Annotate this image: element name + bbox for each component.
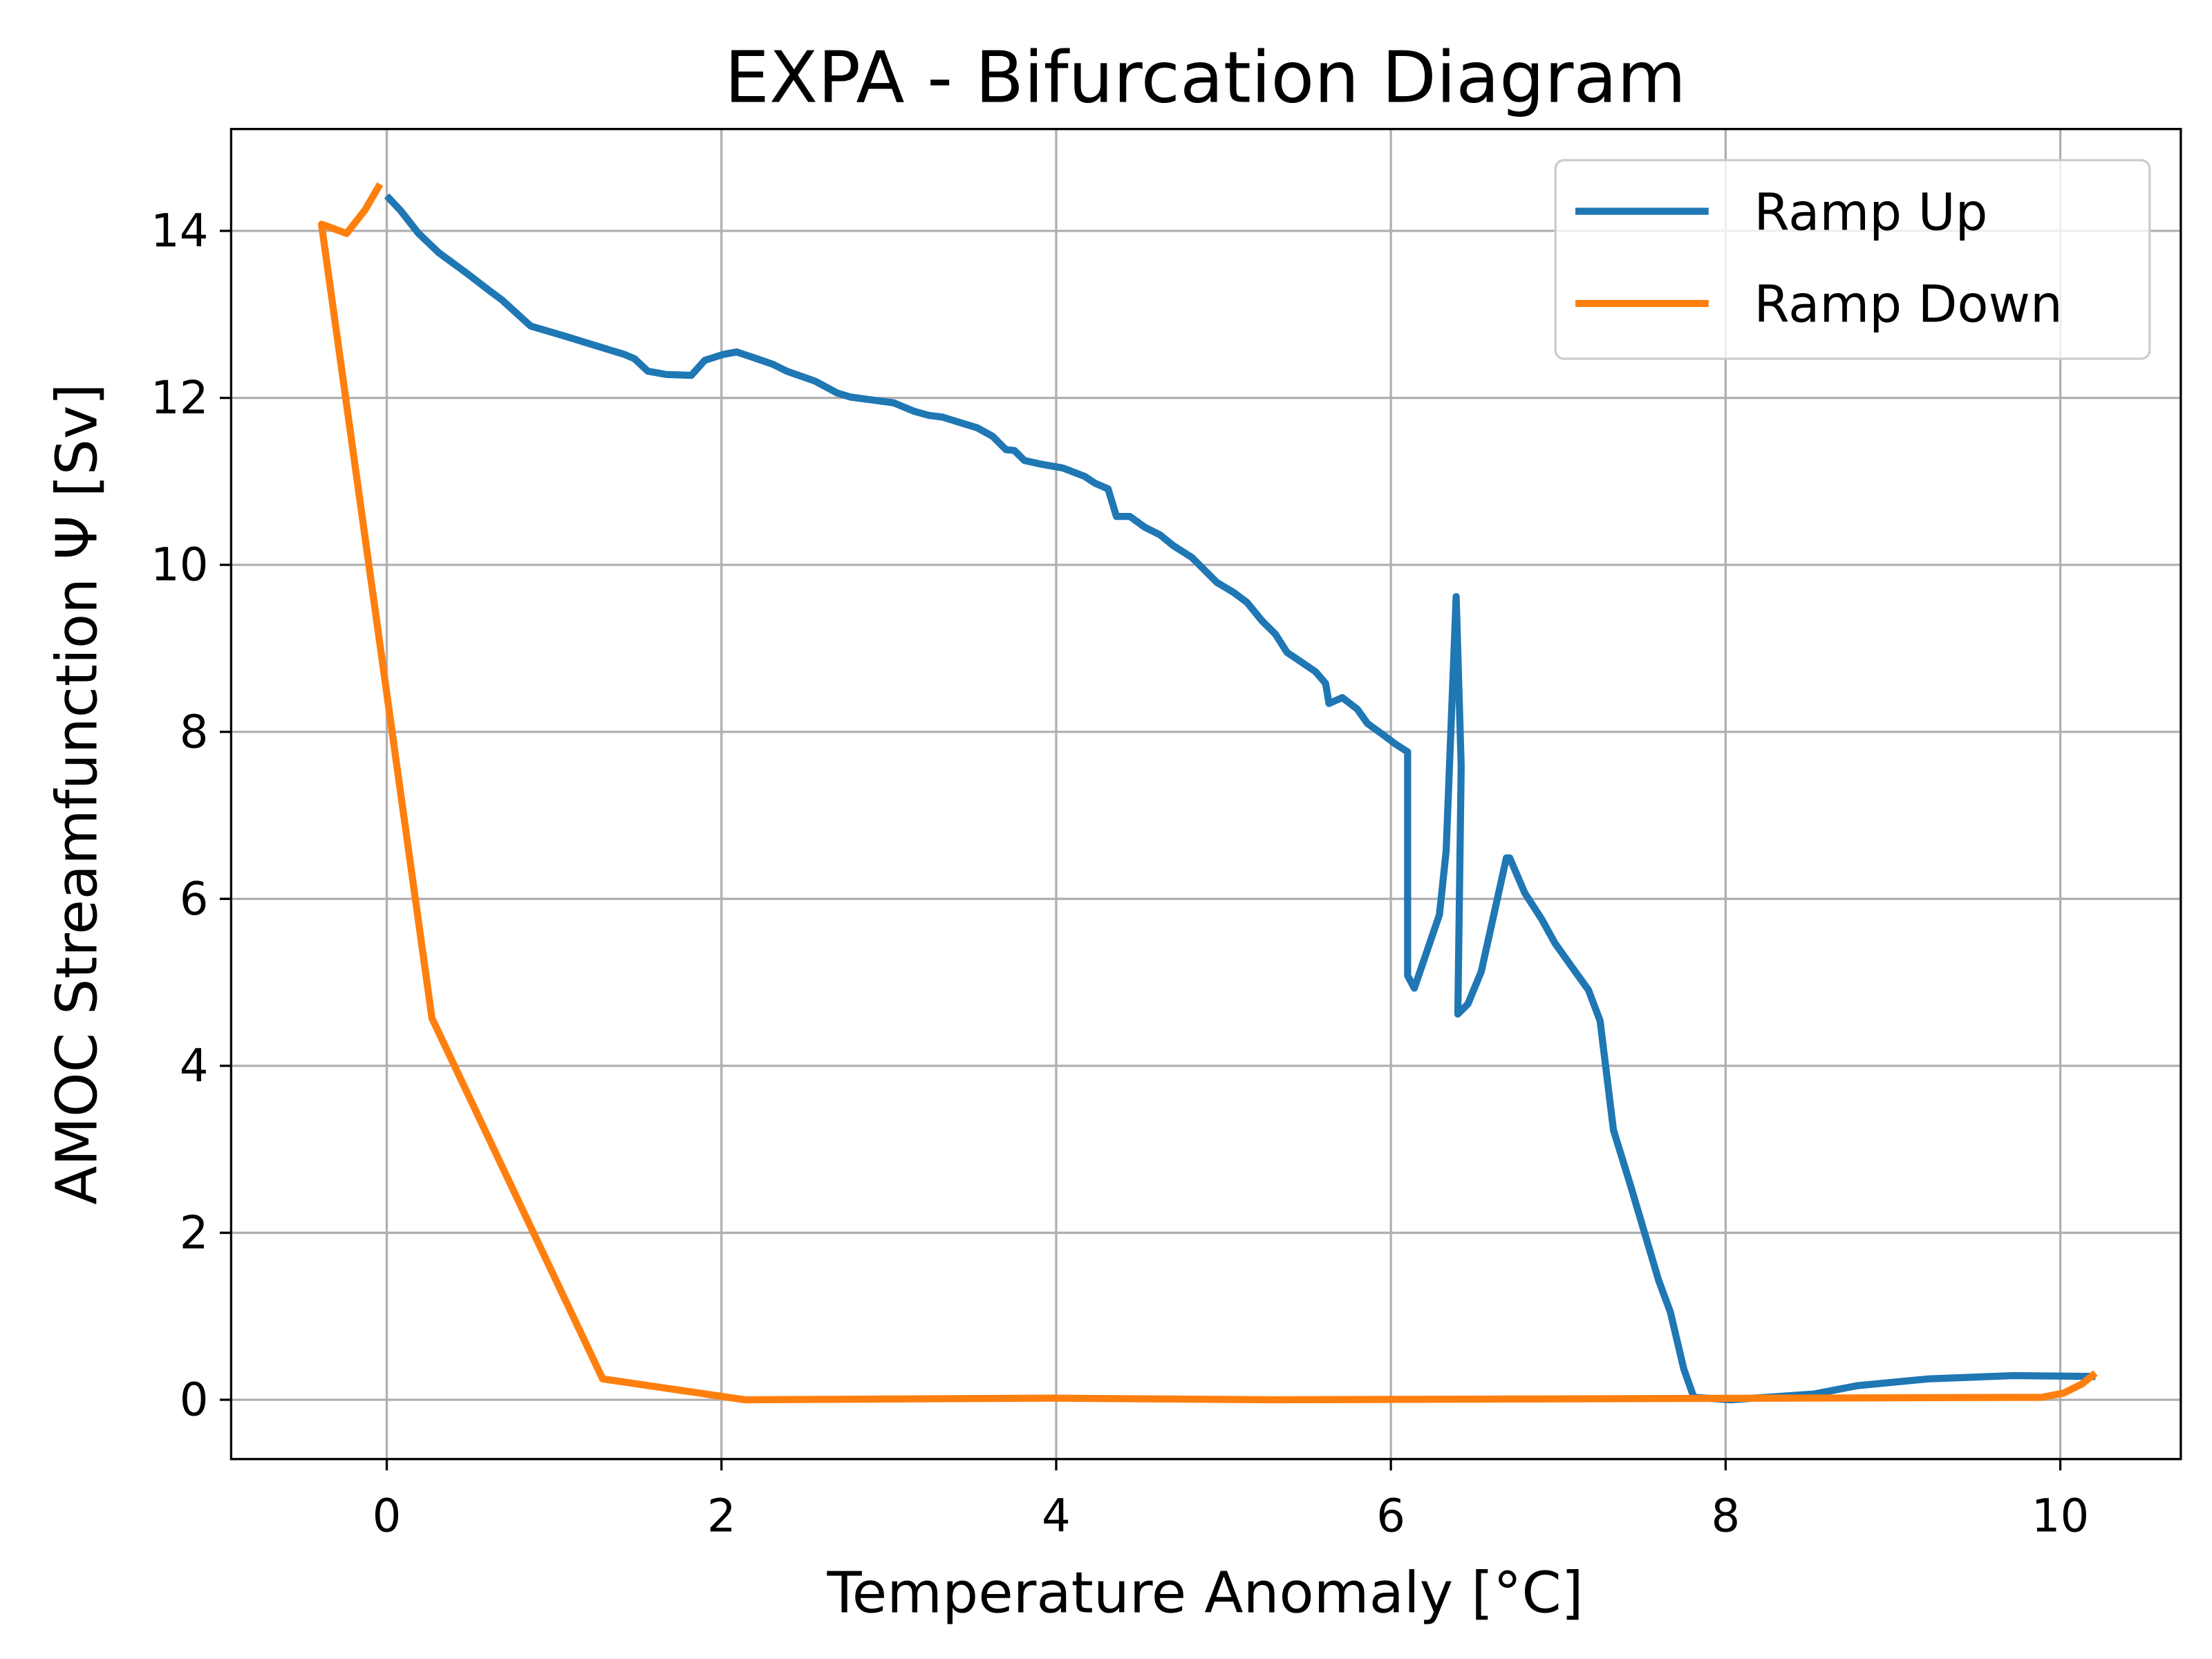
data-line — [384, 193, 2096, 1404]
y-tick-label: 12 — [151, 372, 209, 424]
legend-label: Ramp Up — [1754, 182, 1987, 242]
y-tick-label: 0 — [180, 1374, 209, 1427]
x-tick-label: 8 — [1711, 1490, 1740, 1542]
x-axis-label: Temperature Anomaly [°C] — [827, 1560, 1584, 1626]
x-tick-label: 4 — [1042, 1490, 1071, 1542]
plot-frame — [229, 128, 2182, 1461]
chart-title: EXPA - Bifurcation Diagram — [724, 37, 1686, 120]
x-tick-label: 10 — [2032, 1490, 2090, 1542]
x-tick-label: 2 — [707, 1490, 736, 1542]
x-tick-label: 0 — [373, 1490, 402, 1542]
grid — [231, 129, 2181, 1459]
y-tick-label: 10 — [151, 539, 209, 592]
y-tick-label: 8 — [180, 706, 209, 758]
plot-area — [317, 182, 2098, 1404]
y-tick-label: 6 — [180, 873, 209, 926]
data-line — [317, 182, 2098, 1404]
legend-label: Ramp Down — [1754, 275, 2062, 335]
x-tick-label: 6 — [1376, 1490, 1405, 1542]
y-axis-label: AMOC Streamfunction Ψ [Sv] — [44, 384, 110, 1205]
y-tick-label: 14 — [151, 205, 209, 258]
legend: Ramp Up Ramp Down — [1554, 159, 2151, 360]
y-tick-label: 2 — [180, 1207, 209, 1259]
axes: 0 2 4 6 8 10 0 2 4 6 8 10 12 14 — [151, 128, 2182, 1542]
y-tick-label: 4 — [180, 1040, 209, 1092]
